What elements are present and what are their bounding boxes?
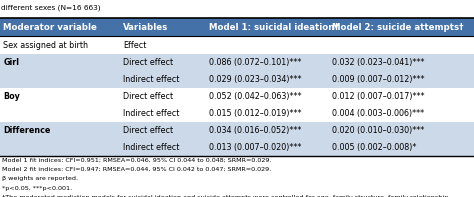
Text: Model 2: suicide attempts†: Model 2: suicide attempts†	[332, 23, 463, 32]
Text: Difference: Difference	[3, 126, 51, 135]
Text: 0.052 (0.042–0.063)***: 0.052 (0.042–0.063)***	[209, 92, 301, 101]
Text: β weights are reported.: β weights are reported.	[2, 176, 78, 181]
Text: 0.005 (0.002–0.008)*: 0.005 (0.002–0.008)*	[332, 143, 416, 152]
Text: 0.004 (0.003–0.006)***: 0.004 (0.003–0.006)***	[332, 109, 424, 118]
Bar	[0, 88, 474, 105]
Text: different sexes (N=16 663): different sexes (N=16 663)	[1, 5, 100, 11]
Bar	[0, 139, 474, 156]
Text: 0.012 (0.007–0.017)***: 0.012 (0.007–0.017)***	[332, 92, 424, 101]
Text: 0.020 (0.010–0.030)***: 0.020 (0.010–0.030)***	[332, 126, 424, 135]
Text: Effect: Effect	[123, 41, 146, 49]
Text: 0.013 (0.007–0.020)***: 0.013 (0.007–0.020)***	[209, 143, 301, 152]
Bar	[0, 105, 474, 122]
Text: Girl: Girl	[3, 58, 19, 67]
Text: *p<0.05, ***p<0.001.: *p<0.05, ***p<0.001.	[2, 186, 73, 191]
Text: Direct effect: Direct effect	[123, 92, 173, 101]
Text: 0.086 (0.072–0.101)***: 0.086 (0.072–0.101)***	[209, 58, 301, 67]
Text: Sex assigned at birth: Sex assigned at birth	[3, 41, 88, 49]
Text: Indirect effect: Indirect effect	[123, 109, 180, 118]
Text: 0.015 (0.012–0.019)***: 0.015 (0.012–0.019)***	[209, 109, 301, 118]
Text: Direct effect: Direct effect	[123, 126, 173, 135]
Text: Model 2 fit indices: CFI=0.947; RMSEA=0.044, 95% CI 0.042 to 0.047; SRMR=0.029.: Model 2 fit indices: CFI=0.947; RMSEA=0.…	[2, 167, 272, 172]
Text: Moderator variable: Moderator variable	[3, 23, 97, 32]
Text: 0.009 (0.007–0.012)***: 0.009 (0.007–0.012)***	[332, 75, 424, 84]
Text: 0.034 (0.016–0.052)***: 0.034 (0.016–0.052)***	[209, 126, 301, 135]
Bar	[0, 54, 474, 71]
Text: 0.032 (0.023–0.041)***: 0.032 (0.023–0.041)***	[332, 58, 424, 67]
Text: Model 1: suicidal ideation†: Model 1: suicidal ideation†	[209, 23, 338, 32]
Bar	[0, 71, 474, 88]
Text: Direct effect: Direct effect	[123, 58, 173, 67]
Bar	[0, 122, 474, 139]
Text: Variables: Variables	[123, 23, 168, 32]
Text: Boy: Boy	[3, 92, 20, 101]
Text: †The moderated mediation models for suicidal ideation and suicide attempts were : †The moderated mediation models for suic…	[2, 195, 451, 197]
Text: Indirect effect: Indirect effect	[123, 143, 180, 152]
Text: 0.029 (0.023–0.034)***: 0.029 (0.023–0.034)***	[209, 75, 301, 84]
Text: Model 1 fit indices: CFI=0.951; RMSEA=0.046, 95% CI 0.044 to 0.048; SRMR=0.029.: Model 1 fit indices: CFI=0.951; RMSEA=0.…	[2, 157, 272, 162]
Text: Indirect effect: Indirect effect	[123, 75, 180, 84]
Bar	[0, 36, 474, 54]
Bar	[0, 18, 474, 36]
